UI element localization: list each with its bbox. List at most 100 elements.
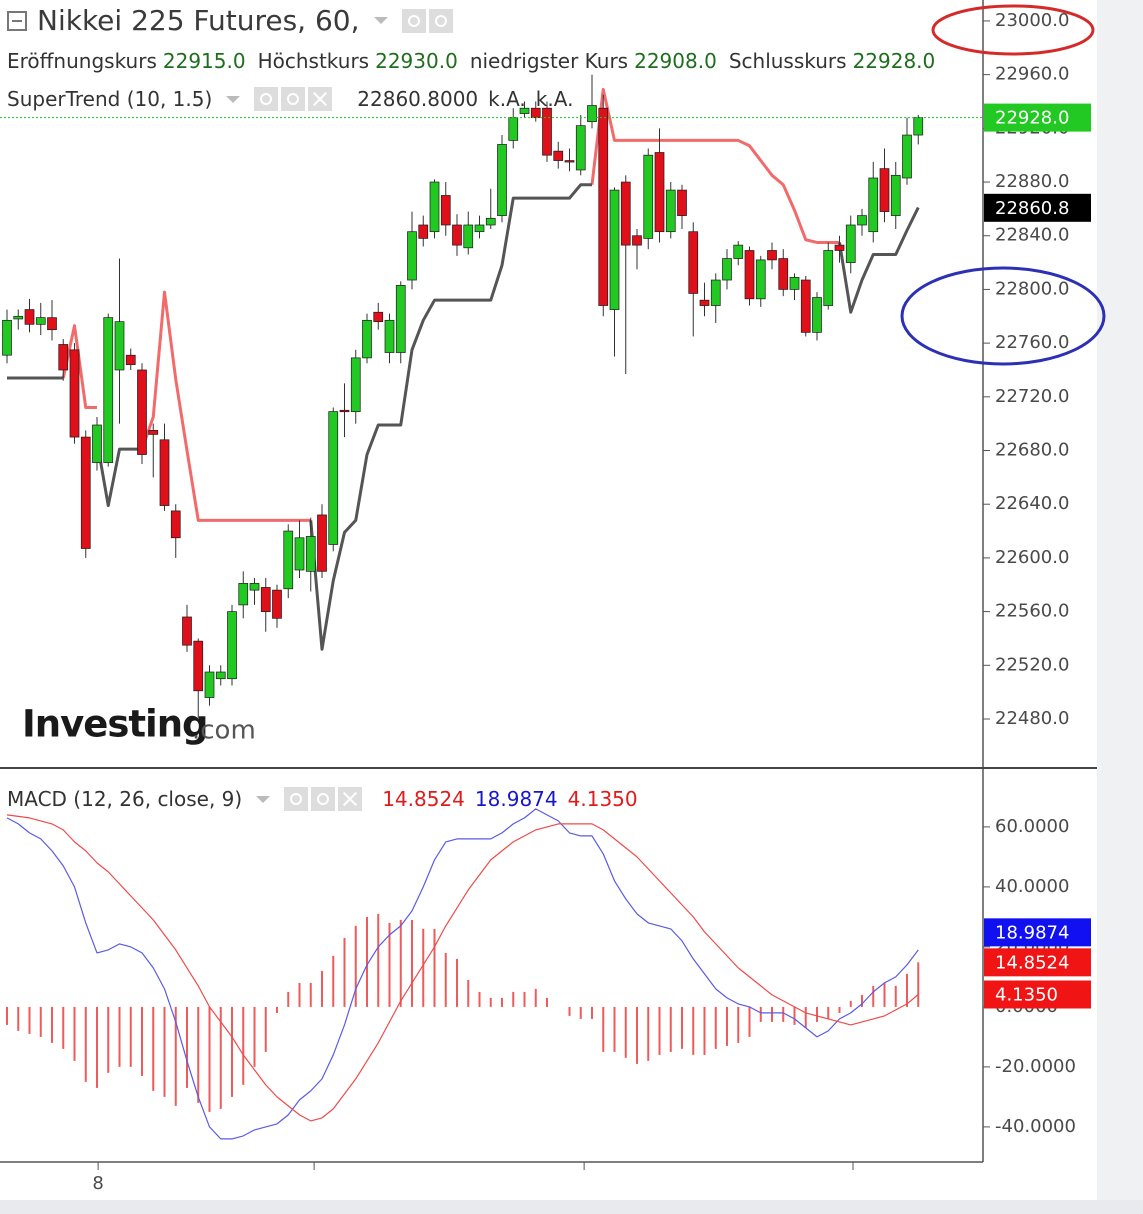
ohlc-value: 22928.0	[852, 49, 936, 73]
indicator-row: SuperTrend (10, 1.5) 22860.8000 k.A. k.A…	[7, 87, 583, 111]
candle-body	[722, 258, 732, 281]
indicator-value: k.A.	[535, 87, 574, 111]
y-tick-label: 22680.0	[995, 440, 1069, 461]
watermark: Investing	[22, 703, 208, 746]
ohlc-name: niedrigster Kurs	[469, 49, 629, 73]
ohlc-row: Eröffnungskurs 22915.0 Höchstkurs 22930.0 ni…	[7, 49, 947, 73]
collapse-button[interactable]	[7, 10, 27, 31]
settings-icon[interactable]	[428, 8, 453, 33]
indicator-name: SuperTrend (10, 1.5)	[7, 87, 213, 111]
candle-body	[373, 311, 384, 322]
candle-body	[395, 285, 406, 353]
candle-body	[418, 224, 429, 239]
price-tag-label: 14.8524	[995, 952, 1069, 973]
price-tag-label: 22928.0	[995, 108, 1069, 129]
y-tick-label: 22880.0	[995, 171, 1069, 192]
price-tag-label: 4.1350	[995, 984, 1058, 1005]
candle-body	[688, 231, 699, 294]
ohlc-value: 22915.0	[162, 49, 246, 73]
price-tag	[984, 193, 1091, 222]
settings-icon[interactable]	[281, 87, 306, 111]
candle-body	[632, 235, 642, 246]
bottom-strip	[0, 1200, 1143, 1214]
candle-body	[137, 369, 147, 455]
ohlc-value: 22930.0	[375, 49, 458, 73]
candle-body	[902, 134, 912, 179]
candle-body	[519, 107, 530, 114]
ohlc-name: Schlusskurs	[728, 49, 847, 73]
candle-body	[665, 189, 676, 233]
candle-body	[2, 319, 12, 356]
candle-body	[272, 589, 282, 619]
indicator-value: 22860.8000	[357, 87, 479, 111]
candle-body	[452, 224, 462, 246]
candle-body	[227, 611, 237, 680]
candle-body	[69, 349, 80, 438]
watermark-suffix: .com	[192, 716, 256, 746]
y-tick-label: 22840.0	[995, 225, 1069, 246]
annotation-ellipse	[931, 4, 1095, 56]
candle-body	[699, 299, 710, 306]
candle-body	[92, 424, 102, 463]
y-tick-label: 60.0000	[995, 816, 1069, 837]
price-tag	[984, 918, 1091, 947]
price-tag	[984, 103, 1091, 132]
candle-body	[238, 583, 249, 606]
close-icon[interactable]	[338, 787, 363, 811]
candle-body	[620, 181, 631, 246]
settings-icon[interactable]	[311, 787, 336, 811]
candle-body	[193, 640, 204, 692]
candle-body	[125, 354, 136, 365]
candle-body	[159, 439, 170, 506]
candle-body	[294, 537, 305, 571]
macd-legend-row: MACD (12, 26, close, 9) 14.8524 18.9874 4.…	[7, 787, 648, 811]
y-tick-label: 22480.0	[995, 708, 1069, 729]
candle-body	[677, 189, 687, 216]
eye-icon[interactable]	[401, 8, 426, 33]
candle-body	[35, 317, 46, 325]
candle-body	[564, 160, 575, 163]
title-row: Nikkei 225 Futures, 60,	[7, 4, 456, 37]
candle-body	[204, 671, 215, 698]
candle-body	[339, 409, 350, 413]
candle-body	[463, 224, 474, 249]
close-icon[interactable]	[308, 87, 333, 111]
supertrend-line	[7, 183, 920, 651]
y-tick-label: 23000.0	[995, 10, 1069, 31]
candle-body	[103, 317, 114, 463]
candle-body	[654, 152, 665, 233]
chart-title: Nikkei 225 Futures, 60,	[37, 4, 360, 37]
candle-body	[609, 189, 620, 310]
eye-icon[interactable]	[284, 787, 309, 811]
price-tag-label: 18.9874	[995, 922, 1069, 943]
side-strip	[1097, 0, 1143, 1214]
legend-value: 18.9874	[474, 787, 558, 811]
candle-body	[789, 276, 800, 290]
candle-body	[474, 224, 485, 233]
macd-line	[6, 814, 919, 1122]
price-tag	[984, 980, 1091, 1009]
candle-body	[362, 319, 372, 359]
eye-icon[interactable]	[254, 87, 279, 111]
dropdown[interactable]	[226, 95, 241, 103]
ohlc-name: Eröffnungskurs	[7, 49, 157, 73]
candle-body	[587, 105, 597, 122]
candle-body	[755, 259, 766, 300]
candle-body	[249, 583, 260, 591]
y-tick-label: -20.0000	[995, 1056, 1076, 1077]
candle-body	[260, 587, 271, 612]
candle-body	[823, 250, 834, 306]
candle-body	[384, 319, 395, 353]
candle-body	[778, 258, 789, 290]
candle-body	[542, 107, 552, 156]
candle-body	[879, 168, 890, 212]
candle-body	[868, 177, 879, 233]
y-tick-label: 22640.0	[995, 493, 1069, 514]
legend-value: 4.1350	[567, 787, 638, 811]
candle-body	[80, 436, 91, 549]
candle-body	[114, 321, 125, 371]
dropdown[interactable]	[256, 795, 271, 803]
dropdown[interactable]	[373, 17, 388, 24]
ohlc-value: 22908.0	[634, 49, 717, 73]
